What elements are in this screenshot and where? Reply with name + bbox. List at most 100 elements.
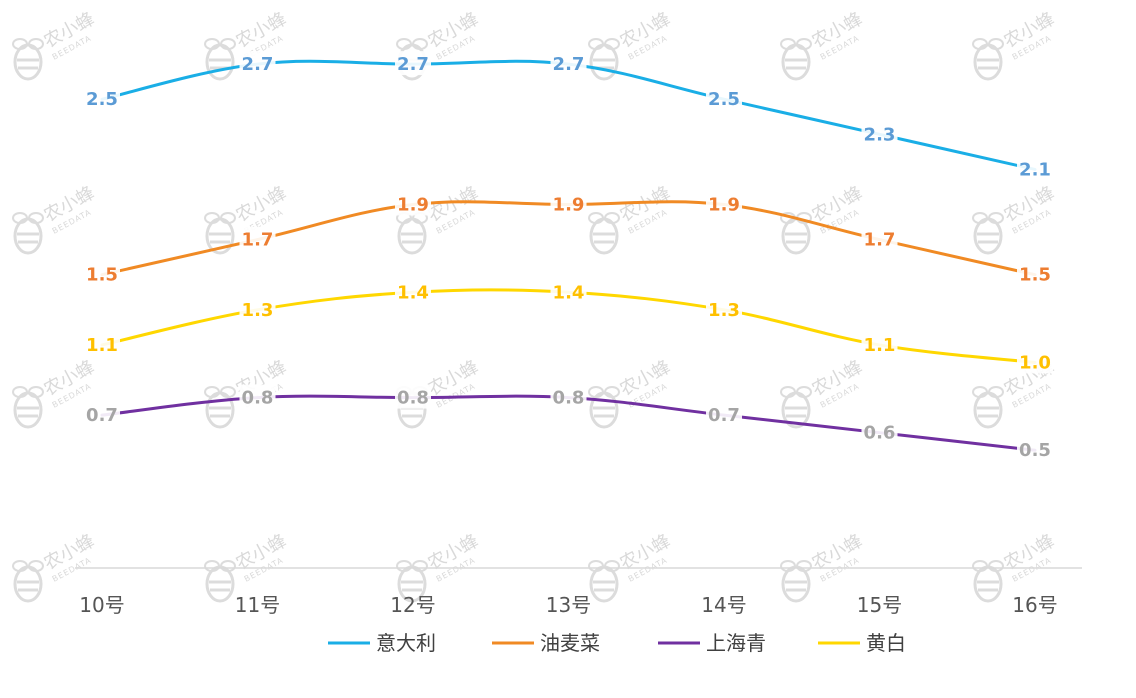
data-label: 2.5 <box>84 86 120 111</box>
data-label: 1.7 <box>239 226 276 251</box>
legend: 意大利 油麦菜 上海青 黄白 <box>328 631 906 655</box>
legend-item: 黄白 <box>818 631 906 655</box>
data-label-text: 1.1 <box>864 335 896 356</box>
legend-item: 油麦菜 <box>492 631 600 655</box>
data-label-bg <box>395 51 431 76</box>
data-label-text: 1.9 <box>553 195 585 216</box>
bee-icon <box>780 386 812 429</box>
data-label-text: 1.0 <box>1019 352 1051 373</box>
data-label-bg <box>550 279 587 304</box>
data-label-bg <box>861 121 898 146</box>
data-label: 1.4 <box>395 279 431 304</box>
data-label: 1.1 <box>861 331 898 356</box>
bee-icon <box>204 212 236 255</box>
data-label: 2.5 <box>706 86 742 111</box>
data-label-bg <box>1017 349 1053 374</box>
data-label-text: 0.6 <box>864 423 896 444</box>
x-tick-label: 12号 <box>390 593 435 617</box>
legend-item: 意大利 <box>328 631 436 655</box>
bee-icon <box>396 212 428 255</box>
series-line-0 <box>100 59 1037 171</box>
data-label-text: 1.4 <box>553 282 585 303</box>
data-label: 1.1 <box>84 331 120 356</box>
data-label-text: 2.5 <box>86 89 118 110</box>
data-label-bg <box>239 296 276 321</box>
data-label: 1.0 <box>1017 349 1053 374</box>
data-label-bg <box>239 384 276 409</box>
data-label: 0.6 <box>861 419 898 444</box>
bee-icon <box>588 212 620 255</box>
data-label-text: 2.7 <box>397 54 429 75</box>
data-label-bg <box>84 331 120 356</box>
data-label-text: 1.7 <box>864 230 896 251</box>
x-tick-label: 14号 <box>701 593 746 617</box>
data-label-bg <box>1017 156 1053 181</box>
bee-icon <box>588 560 620 603</box>
data-label-text: 1.4 <box>397 282 429 303</box>
data-label: 0.8 <box>395 384 431 409</box>
data-label-bg <box>395 279 431 304</box>
bee-icon <box>972 560 1004 603</box>
data-label-bg <box>395 384 431 409</box>
data-label: 1.5 <box>84 261 120 286</box>
data-label-text: 1.7 <box>242 230 274 251</box>
bee-icon <box>588 386 620 429</box>
data-label-bg <box>861 331 898 356</box>
data-label: 2.7 <box>239 51 276 76</box>
data-label-text: 1.9 <box>397 195 429 216</box>
bee-icon <box>780 38 812 81</box>
data-label-text: 2.3 <box>864 124 896 145</box>
data-label-text: 1.3 <box>242 300 274 321</box>
data-label-text: 0.7 <box>86 405 118 426</box>
bee-icon <box>396 560 428 603</box>
data-label-bg <box>861 419 898 444</box>
bee-icon <box>204 560 236 603</box>
data-label-bg <box>239 226 276 251</box>
data-label: 0.8 <box>239 384 276 409</box>
bee-icon <box>972 38 1004 81</box>
data-label-bg <box>84 261 120 286</box>
bee-icon <box>12 386 44 429</box>
data-label: 0.7 <box>706 402 742 427</box>
x-tick-label: 11号 <box>235 593 280 617</box>
data-label-bg <box>861 226 898 251</box>
legend-label: 上海青 <box>706 631 766 655</box>
x-axis-ticks: 10号 11号 12号 13号 14号 15号 16号 <box>79 593 1057 617</box>
data-label: 1.4 <box>550 279 587 304</box>
data-label-text: 2.5 <box>708 89 740 110</box>
data-label-bg <box>239 51 276 76</box>
data-label: 2.7 <box>550 51 587 76</box>
data-label-text: 0.8 <box>553 388 585 409</box>
bee-icon <box>972 386 1004 429</box>
data-label-bg <box>706 191 742 216</box>
data-label: 2.3 <box>861 121 898 146</box>
x-tick-label: 16号 <box>1012 593 1057 617</box>
data-label: 2.7 <box>395 51 431 76</box>
data-label: 2.1 <box>1017 156 1053 181</box>
data-label: 0.8 <box>550 384 587 409</box>
data-label: 1.9 <box>706 191 742 216</box>
legend-label: 黄白 <box>866 631 906 655</box>
bee-icon <box>12 212 44 255</box>
data-label-text: 2.1 <box>1019 159 1051 180</box>
data-label-text: 0.5 <box>1019 440 1051 461</box>
data-label: 1.7 <box>861 226 898 251</box>
data-label-text: 0.8 <box>397 388 429 409</box>
data-label-text: 1.3 <box>708 300 740 321</box>
bee-icon <box>204 386 236 429</box>
data-label-text: 1.1 <box>86 335 118 356</box>
x-tick-label: 15号 <box>857 593 902 617</box>
data-label-bg <box>550 191 587 216</box>
